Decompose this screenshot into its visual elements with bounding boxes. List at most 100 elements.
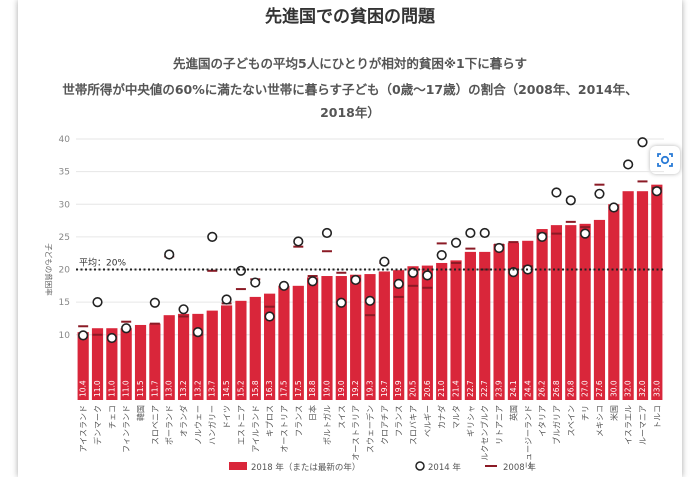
- bar: [479, 251, 491, 400]
- bar: [507, 242, 520, 400]
- category-label: トルコ: [653, 405, 662, 429]
- category-label: スイス: [337, 405, 346, 429]
- bar-value-label: 10.4: [79, 380, 88, 397]
- legend-label-2018: 2018 年（または最新の年）: [251, 462, 360, 473]
- bar: [350, 274, 362, 400]
- bar: [407, 266, 419, 400]
- bar-value-label: 19.9: [394, 380, 403, 397]
- bar: [464, 251, 476, 400]
- marker-2014: [221, 294, 232, 305]
- bar-value-label: 33.0: [652, 380, 661, 397]
- bar: [249, 296, 261, 400]
- bar: [134, 324, 147, 400]
- scan-icon: [657, 153, 673, 167]
- bar: [593, 219, 606, 400]
- bar-value-label: 13.2: [179, 380, 188, 397]
- bar-value-label: 23.9: [495, 380, 504, 397]
- bar-value-label: 22.7: [480, 380, 489, 397]
- category-label: スペイン: [567, 405, 576, 436]
- bar-value-label: 11.0: [107, 380, 116, 397]
- chart-subtitle-line3: 2018年）: [320, 105, 380, 120]
- marker-2014: [608, 202, 619, 213]
- scan-button[interactable]: [650, 146, 680, 174]
- bar-value-label: 26.2: [538, 380, 547, 397]
- marker-2014: [78, 330, 89, 341]
- category-label: スロバキア: [409, 405, 418, 445]
- category-label: ニュージーランド: [524, 405, 533, 469]
- bar-value-label: 14.5: [222, 380, 231, 397]
- marker-2014: [92, 297, 103, 308]
- bar-value-label: 19.0: [322, 380, 331, 397]
- marker-2014: [623, 159, 634, 170]
- marker-2014: [293, 236, 304, 247]
- category-label: ルクセンブルク: [480, 405, 490, 461]
- category-label: ポルトガル: [322, 405, 332, 445]
- y-tick-label: 10: [59, 331, 71, 341]
- category-label: デンマーク: [93, 405, 103, 445]
- bar-value-label: 17.5: [279, 380, 288, 397]
- category-label: オーストラリア: [352, 405, 361, 461]
- marker-2014: [149, 297, 160, 308]
- y-tick-label: 20: [59, 266, 71, 276]
- bar-value-label: 24.1: [509, 380, 518, 397]
- bar: [565, 225, 577, 400]
- bar: [292, 285, 304, 400]
- bar: [106, 328, 118, 400]
- bar-value-label: 30.0: [609, 380, 618, 397]
- category-label: フィンランド: [122, 405, 131, 453]
- y-axis-label: 子どもの貧困率: [44, 243, 54, 296]
- average-label: 平均：20%: [79, 257, 126, 269]
- bar-value-label: 16.3: [265, 380, 274, 397]
- bar-value-label: 13.2: [193, 380, 202, 397]
- marker-2014: [350, 274, 361, 286]
- bar-value-label: 11.5: [136, 380, 145, 397]
- bar: [120, 328, 132, 400]
- bar-value-label: 20.5: [409, 380, 418, 397]
- category-label: キプロス: [266, 405, 275, 437]
- bar: [536, 229, 548, 400]
- marker-2014: [250, 277, 261, 288]
- category-label: ギリシャ: [466, 405, 475, 437]
- category-label: スウェーデン: [365, 405, 375, 453]
- marker-2014: [336, 297, 347, 308]
- bar: [264, 293, 276, 400]
- category-label: エストニア: [237, 405, 246, 445]
- category-label: 韓国: [136, 405, 146, 421]
- category-label: ポーランド: [165, 405, 174, 445]
- page-title: 先進国での貧困の問題: [265, 7, 435, 27]
- bar: [278, 285, 290, 400]
- marker-2014: [436, 250, 447, 261]
- category-label: 米国: [609, 405, 619, 421]
- marker-2014: [207, 231, 218, 242]
- category-label: 英国: [508, 405, 518, 421]
- bar: [393, 270, 405, 400]
- bar-value-label: 15.8: [251, 380, 260, 397]
- marker-2014: [278, 280, 290, 291]
- category-label: ベルギー: [423, 405, 432, 437]
- marker-2014: [164, 249, 175, 260]
- bar-value-label: 26.8: [566, 380, 575, 397]
- bar: [493, 244, 505, 400]
- category-label: オランダ: [179, 405, 189, 437]
- bar: [91, 328, 104, 400]
- bar: [220, 305, 233, 400]
- bar: [579, 223, 591, 400]
- y-tick-label: 35: [59, 168, 70, 178]
- marker-2014: [192, 327, 204, 338]
- chart-subtitle-line1: 先進国の子どもの平均5人にひとりが相対的貧困※1下に暮らす: [173, 56, 527, 71]
- marker-2014: [594, 188, 605, 199]
- bar-value-label: 26.8: [552, 380, 561, 397]
- bar-value-label: 22.7: [466, 380, 475, 397]
- marker-2014: [651, 186, 662, 197]
- bar-value-label: 13.7: [208, 380, 217, 397]
- category-label: リトアニア: [495, 405, 504, 445]
- bar: [335, 276, 347, 400]
- category-label: メキシコ: [595, 405, 604, 437]
- legend-marker-2014: [415, 461, 425, 471]
- bar: [522, 240, 534, 400]
- category-label: フランス: [395, 405, 404, 437]
- marker-2014: [580, 228, 591, 239]
- bar: [206, 310, 218, 400]
- bar-value-label: 13.0: [165, 380, 174, 397]
- marker-2014: [551, 187, 562, 198]
